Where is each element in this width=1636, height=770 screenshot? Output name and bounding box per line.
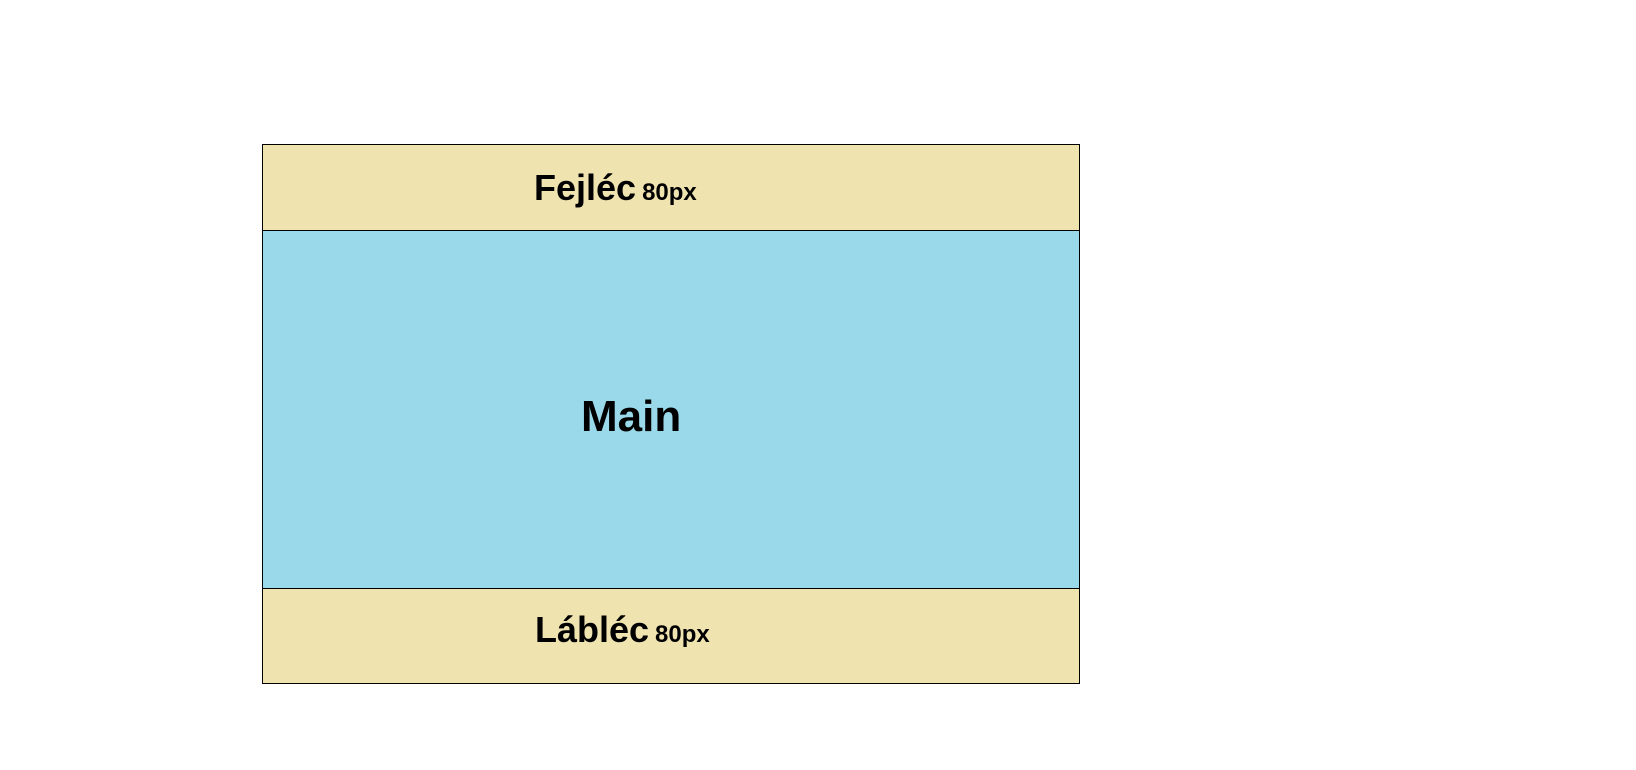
footer-label: Lábléc 80px xyxy=(535,612,710,648)
footer-block: Lábléc 80px xyxy=(262,588,1080,684)
layout-diagram: Fejléc 80px Main Lábléc 80px xyxy=(262,144,1080,684)
footer-title: Lábléc xyxy=(535,609,650,650)
header-title: Fejléc xyxy=(534,167,637,208)
header-size: 80px xyxy=(642,179,697,206)
header-block: Fejléc 80px xyxy=(262,144,1080,231)
main-label: Main xyxy=(581,392,682,441)
footer-size: 80px xyxy=(655,621,710,648)
main-block: Main xyxy=(262,231,1080,588)
header-label: Fejléc 80px xyxy=(534,170,697,206)
